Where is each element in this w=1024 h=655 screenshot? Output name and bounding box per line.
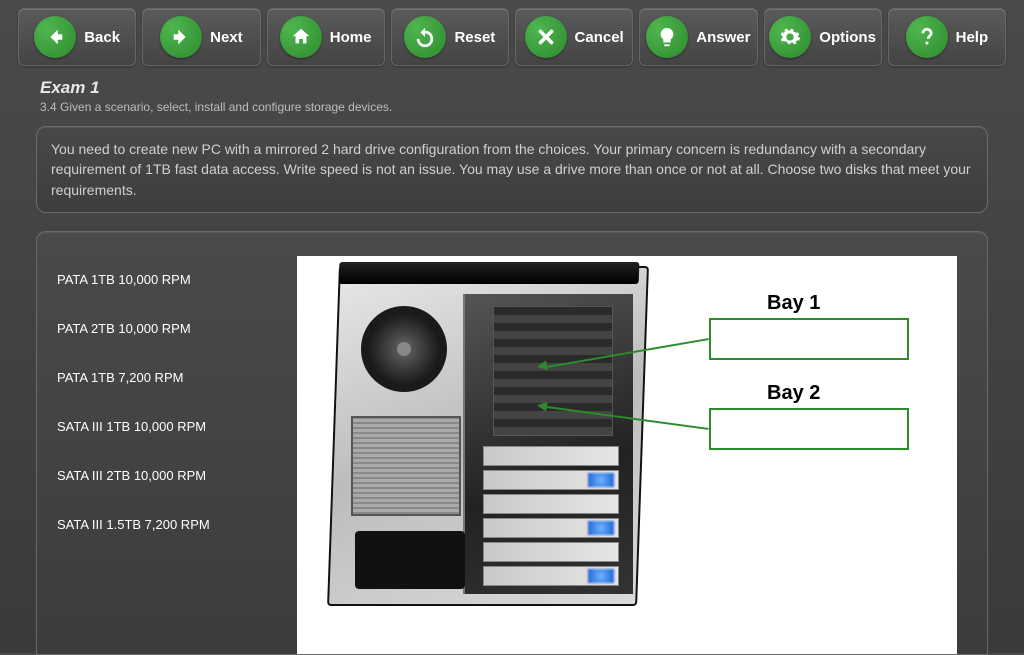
bay1-label: Bay 1 [767,292,820,315]
reset-button[interactable]: Reset [391,8,509,66]
answer-label: Answer [696,29,750,46]
bay2-label: Bay 2 [767,382,820,405]
options-button[interactable]: Options [764,8,882,66]
next-button[interactable]: Next [142,8,260,66]
toolbar: Back Next Home Reset Cancel Answer Optio… [0,0,1024,74]
lightbulb-icon [646,16,688,58]
drive-option-2[interactable]: PATA 2TB 10,000 RPM [57,321,297,336]
exam-title: Exam 1 [40,78,984,98]
drive-option-4[interactable]: SATA III 1TB 10,000 RPM [57,419,297,434]
drive-option-6[interactable]: SATA III 1.5TB 7,200 RPM [57,517,297,532]
back-button[interactable]: Back [18,8,136,66]
gear-icon [769,16,811,58]
drive-option-5[interactable]: SATA III 2TB 10,000 RPM [57,468,297,483]
home-label: Home [330,29,372,46]
reset-icon [404,16,446,58]
help-label: Help [956,29,989,46]
arrow-head-2 [536,400,547,411]
drive-option-1[interactable]: PATA 1TB 10,000 RPM [57,272,297,287]
exam-header: Exam 1 3.4 Given a scenario, select, ins… [0,74,1024,116]
drive-list: PATA 1TB 10,000 RPM PATA 2TB 10,000 RPM … [37,256,297,654]
answer-button[interactable]: Answer [639,8,757,66]
exam-subtitle: 3.4 Given a scenario, select, install an… [40,100,984,114]
bay2-dropzone[interactable] [709,408,909,450]
cancel-label: Cancel [575,29,624,46]
cancel-button[interactable]: Cancel [515,8,633,66]
help-button[interactable]: Help [888,8,1006,66]
bay1-dropzone[interactable] [709,318,909,360]
drop-stage: Bay 1 Bay 2 [297,256,957,654]
options-label: Options [819,29,876,46]
pc-case-illustration [333,266,643,616]
question-box: You need to create new PC with a mirrore… [36,126,988,213]
home-button[interactable]: Home [267,8,385,66]
home-icon [280,16,322,58]
question-text: You need to create new PC with a mirrore… [51,141,971,198]
reset-label: Reset [454,29,495,46]
next-label: Next [210,29,243,46]
back-label: Back [84,29,120,46]
content-panel: PATA 1TB 10,000 RPM PATA 2TB 10,000 RPM … [36,231,988,655]
help-icon [906,16,948,58]
drive-option-3[interactable]: PATA 1TB 7,200 RPM [57,370,297,385]
arrow-right-icon [160,16,202,58]
arrow-left-icon [34,16,76,58]
arrow-head-1 [536,360,548,372]
cancel-icon [525,16,567,58]
